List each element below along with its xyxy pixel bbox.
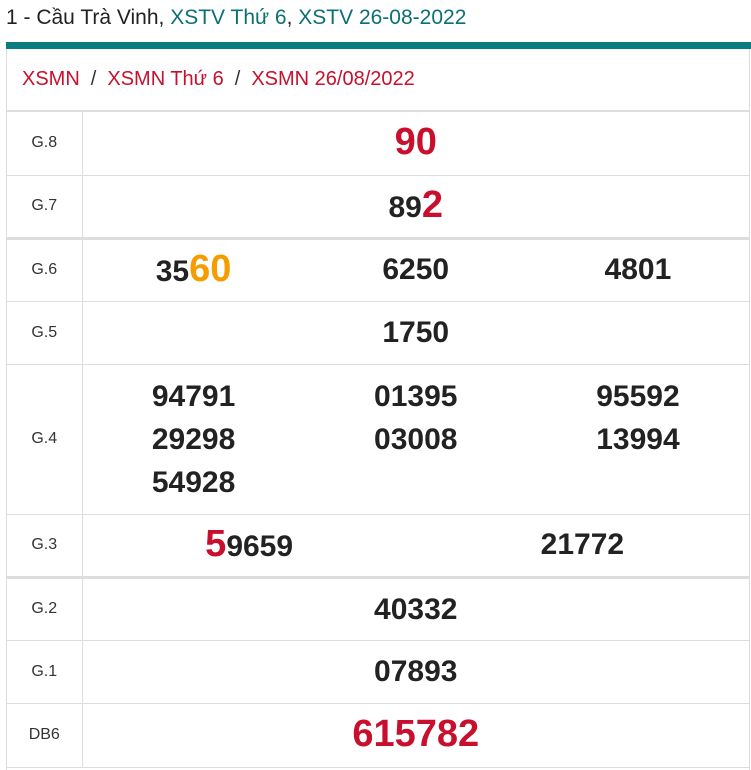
prize-number: 21772 [540, 527, 625, 561]
results-box: XSMN / XSMN Thứ 6 / XSMN 26/08/2022 G.8 9… [6, 49, 750, 770]
prize-numbers: 3560 6250 4801 [82, 238, 749, 302]
prize-number: 9659 [226, 529, 294, 563]
number-column: 94791 29298 54928 [83, 375, 305, 504]
breadcrumb-xsmn[interactable]: XSMN [22, 68, 80, 90]
prize-number: 95592 [596, 379, 680, 413]
number-column: 3560 [83, 248, 305, 293]
prize-number: 03008 [374, 422, 458, 456]
prize-number: 40332 [374, 592, 458, 626]
number-column: 95592 13994 [527, 375, 749, 504]
number-column: 59659 [83, 523, 416, 568]
prize-row: G.1 07893 [7, 640, 750, 704]
prize-number: 60 [189, 247, 232, 290]
number-column: 892 [83, 184, 750, 229]
page-title: 1 - Cầu Trà Vinh, XSTV Thứ 6, XSTV 26-08… [6, 6, 467, 29]
number-column: 21772 [416, 523, 749, 568]
prize-number: 2 [421, 183, 443, 226]
prize-row: G.4 94791 29298 54928 01395 03008 95592 13994 [7, 364, 749, 515]
prize-number: 615782 [352, 712, 480, 755]
prize-label: G.1 [7, 640, 83, 704]
prize-numbers: 892 [82, 175, 750, 240]
prize-number: 94791 [151, 379, 236, 413]
results-table: G.8 90 G.7 892 G.6 3560 6250 4801 G.5 1750 G.4 9479… [7, 112, 749, 768]
number-column: 4801 [527, 248, 749, 293]
prize-number: 54928 [151, 465, 236, 499]
prize-number: 89 [388, 190, 422, 224]
prize-label: G.3 [7, 514, 83, 579]
breadcrumb-xsmn-date[interactable]: XSMN 26/08/2022 [251, 68, 415, 90]
prize-numbers: 59659 21772 [82, 514, 749, 579]
prize-number: 5 [205, 522, 227, 565]
number-column: 1750 [83, 311, 750, 354]
prize-row: G.7 892 [7, 175, 750, 240]
breadcrumb: XSMN / XSMN Thứ 6 / XSMN 26/08/2022 [7, 49, 749, 112]
prize-row: G.8 90 [7, 112, 750, 176]
prize-number: 1750 [382, 316, 450, 349]
prize-number: 4801 [604, 252, 672, 286]
prize-numbers: 1750 [82, 301, 750, 365]
prize-number: 29298 [151, 422, 236, 456]
prize-numbers: 94791 29298 54928 01395 03008 95592 13994 [82, 364, 749, 515]
prize-label: G.5 [7, 301, 83, 365]
link-xstv-date[interactable]: XSTV 26-08-2022 [298, 6, 467, 29]
prize-number: 90 [394, 120, 437, 163]
prize-number: 6250 [382, 252, 450, 286]
prize-row: G.6 3560 6250 4801 [7, 238, 749, 302]
prize-label: G.8 [7, 112, 83, 176]
prize-row: DB6 615782 [7, 703, 750, 768]
prize-label: DB6 [7, 703, 83, 768]
prize-label: G.7 [7, 175, 83, 240]
prize-numbers: 90 [82, 112, 750, 176]
number-column: 90 [83, 121, 750, 166]
prize-number: 01395 [374, 379, 458, 413]
number-column: 615782 [83, 713, 750, 758]
prize-row: G.5 1750 [7, 301, 750, 365]
link-xstv-thu6[interactable]: XSTV Thứ 6 [170, 6, 287, 29]
number-column: 07893 [83, 650, 750, 693]
prize-row: G.3 59659 21772 [7, 514, 749, 579]
prize-label: G.2 [7, 577, 83, 641]
prize-number: 13994 [596, 422, 680, 456]
prize-number: 35 [155, 254, 190, 288]
accent-bar [6, 42, 751, 49]
number-column: 01395 03008 [305, 375, 527, 504]
prize-numbers: 07893 [82, 640, 750, 704]
prize-numbers: 40332 [82, 577, 750, 641]
breadcrumb-xsmn-thu6[interactable]: XSMN Thứ 6 [107, 68, 224, 90]
number-column: 40332 [83, 588, 750, 631]
prize-number: 07893 [374, 655, 458, 688]
prize-label: G.6 [7, 238, 83, 302]
prize-numbers: 615782 [82, 703, 750, 768]
number-column: 6250 [305, 248, 527, 293]
prize-row: G.2 40332 [7, 577, 750, 641]
prize-label: G.4 [7, 364, 83, 515]
